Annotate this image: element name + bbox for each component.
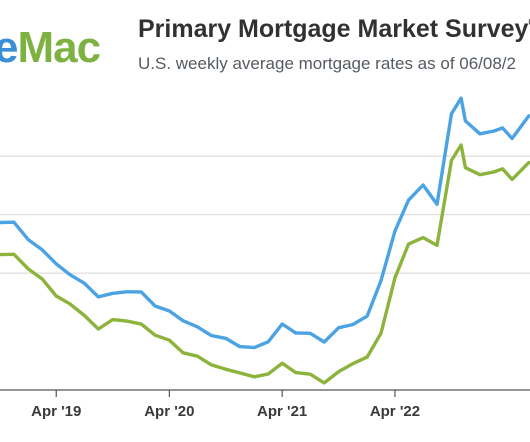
chart-title: Primary Mortgage Market Survey®: [138, 14, 530, 43]
x-tick-label: Apr '19: [31, 403, 81, 420]
x-tick-label: Apr '22: [370, 403, 420, 420]
chart-header: eMac Primary Mortgage Market Survey® U.S…: [0, 0, 530, 84]
chart-subtitle: U.S. weekly average mortgage rates as of…: [138, 54, 516, 73]
x-tick-label: Apr '21: [257, 403, 307, 420]
chart-title-text: Primary Mortgage Market Survey: [138, 15, 529, 43]
series-line-15yr: [0, 143, 530, 385]
registered-mark: ®: [528, 14, 530, 31]
freddie-mac-logo: eMac: [0, 23, 101, 72]
x-tick-label: Apr '20: [144, 403, 194, 420]
series-line-30yr: [0, 96, 530, 350]
